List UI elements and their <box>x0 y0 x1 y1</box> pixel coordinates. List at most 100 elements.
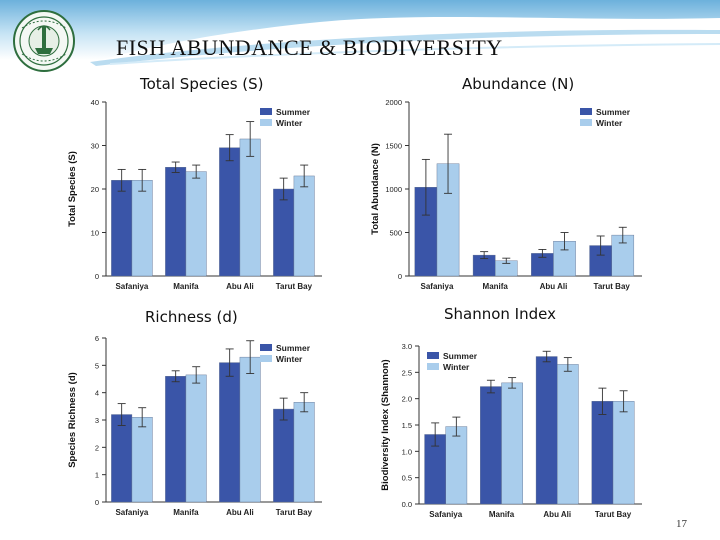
panel-title-total-species: Total Species (S) <box>140 75 264 93</box>
y-tick-label: 3 <box>95 416 99 425</box>
y-tick-label: 0.0 <box>402 500 412 509</box>
bar-winter <box>445 426 468 505</box>
y-tick-label: 1000 <box>385 185 402 194</box>
y-tick-label: 5 <box>95 361 99 370</box>
bar-winter <box>293 402 315 503</box>
y-tick-label: 2.5 <box>402 368 412 377</box>
y-tick-label: 2000 <box>385 98 402 107</box>
bar-summer <box>591 401 614 505</box>
y-tick-label: 1.0 <box>402 447 412 456</box>
x-tick-label: Abu Ali <box>543 510 571 519</box>
x-tick-label: Manifa <box>489 510 515 519</box>
legend-swatch-summer <box>427 352 439 359</box>
bar-summer <box>165 167 187 277</box>
y-tick-label: 30 <box>91 142 99 151</box>
bar-winter <box>131 417 153 503</box>
x-tick-label: Tarut Bay <box>276 282 313 291</box>
y-tick-label: 40 <box>91 98 99 107</box>
y-tick-label: 1 <box>95 471 99 480</box>
legend-label: Winter <box>443 362 470 372</box>
x-tick-label: Safaniya <box>429 510 462 519</box>
x-tick-label: Safaniya <box>115 508 148 517</box>
x-tick-label: Tarut Bay <box>276 508 313 517</box>
y-axis-title: Total Abundance (N) <box>370 143 381 235</box>
bar-winter <box>185 171 207 277</box>
bar-summer <box>480 386 502 505</box>
bar-winter <box>185 374 207 503</box>
bar-summer <box>165 376 187 503</box>
legend-label: Winter <box>596 118 623 128</box>
bar-winter <box>293 175 315 277</box>
y-tick-label: 2.0 <box>402 395 412 404</box>
chart-richness: 0 1 2 3 4 5 6 Species Richness (d) Safaniya Manif… <box>62 328 330 528</box>
y-tick-label: 500 <box>389 229 402 238</box>
y-tick-label: 3.0 <box>402 342 412 351</box>
x-tick-label: Abu Ali <box>540 282 568 291</box>
legend-swatch-winter <box>580 119 592 126</box>
y-tick-label: 1.5 <box>402 421 412 430</box>
chart-svg-1: 0 500 1000 1500 2000 Total Abundance (N) Safan… <box>370 98 642 291</box>
chart-svg-2: 0 1 2 3 4 5 6 Species Richness (d) Safaniya Manif… <box>67 334 322 517</box>
x-tick-label: Manifa <box>173 282 199 291</box>
legend-label: Summer <box>443 351 478 361</box>
legend-swatch-summer <box>580 108 592 115</box>
panel-title-shannon: Shannon Index <box>444 305 556 323</box>
panel-title-abundance: Abundance (N) <box>462 75 575 93</box>
x-tick-label: Safaniya <box>115 282 148 291</box>
y-axis-title: Species Richness (d) <box>67 372 78 468</box>
chart-svg-3: 0.0 0.5 1.0 1.5 2.0 2.5 3.0 Biodiversity Index … <box>380 342 642 519</box>
legend-label: Summer <box>276 107 311 117</box>
y-tick-label: 1500 <box>385 142 402 151</box>
slide-title: FISH ABUNDANCE & BIODIVERSITY <box>116 35 503 60</box>
y-tick-label: 10 <box>91 229 99 238</box>
chart-shannon: 0.0 0.5 1.0 1.5 2.0 2.5 3.0 Biodiversity Index … <box>375 336 650 530</box>
x-tick-label: Manifa <box>173 508 199 517</box>
panel-title-richness: Richness (d) <box>145 308 238 326</box>
x-tick-label: Tarut Bay <box>594 282 631 291</box>
university-logo <box>8 8 86 74</box>
y-tick-label: 0 <box>398 272 402 281</box>
page-number: 17 <box>676 518 687 530</box>
bar-winter <box>501 382 523 505</box>
y-tick-label: 6 <box>95 334 99 343</box>
x-tick-label: Manifa <box>483 282 509 291</box>
legend-swatch-summer <box>260 108 272 115</box>
y-tick-label: 2 <box>95 443 99 452</box>
x-tick-label: Safaniya <box>421 282 454 291</box>
header-swoosh <box>0 0 720 80</box>
bar-summer <box>111 414 133 503</box>
legend-label: Winter <box>276 354 303 364</box>
chart-svg-0: 0 10 20 30 40 Total Species (S) Safaniya Manifa… <box>67 98 322 291</box>
bar-summer <box>219 147 241 277</box>
header-band <box>0 0 720 80</box>
chart-abundance: 0 500 1000 1500 2000 Total Abundance (N) Safan… <box>365 92 650 302</box>
y-tick-label: 0 <box>95 272 99 281</box>
bar-summer <box>219 362 241 503</box>
y-tick-label: 4 <box>95 389 99 398</box>
y-tick-label: 0 <box>95 498 99 507</box>
legend-label: Summer <box>596 107 631 117</box>
legend-swatch-winter <box>260 119 272 126</box>
x-tick-label: Abu Ali <box>226 508 254 517</box>
x-tick-label: Abu Ali <box>226 282 254 291</box>
chart-total-species: 0 10 20 30 40 Total Species (S) Safaniya Manifa… <box>62 92 330 302</box>
legend-swatch-winter <box>260 355 272 362</box>
y-axis-title: Total Species (S) <box>67 151 78 227</box>
legend-label: Summer <box>276 343 311 353</box>
bar-winter <box>557 364 579 505</box>
bar-summer <box>111 180 133 277</box>
bar-winter <box>239 356 261 503</box>
bar-summer <box>273 188 295 277</box>
bar-winter <box>131 180 153 277</box>
bar-summer <box>273 408 295 503</box>
bar-winter <box>239 138 261 277</box>
legend-swatch-summer <box>260 344 272 351</box>
y-tick-label: 20 <box>91 185 99 194</box>
legend-label: Winter <box>276 118 303 128</box>
y-axis-title: Biodiversity Index (Shannon) <box>380 359 391 490</box>
y-tick-label: 0.5 <box>402 474 412 483</box>
x-tick-label: Tarut Bay <box>595 510 632 519</box>
bar-summer <box>535 356 558 505</box>
legend-swatch-winter <box>427 363 439 370</box>
bar-winter <box>612 401 635 505</box>
